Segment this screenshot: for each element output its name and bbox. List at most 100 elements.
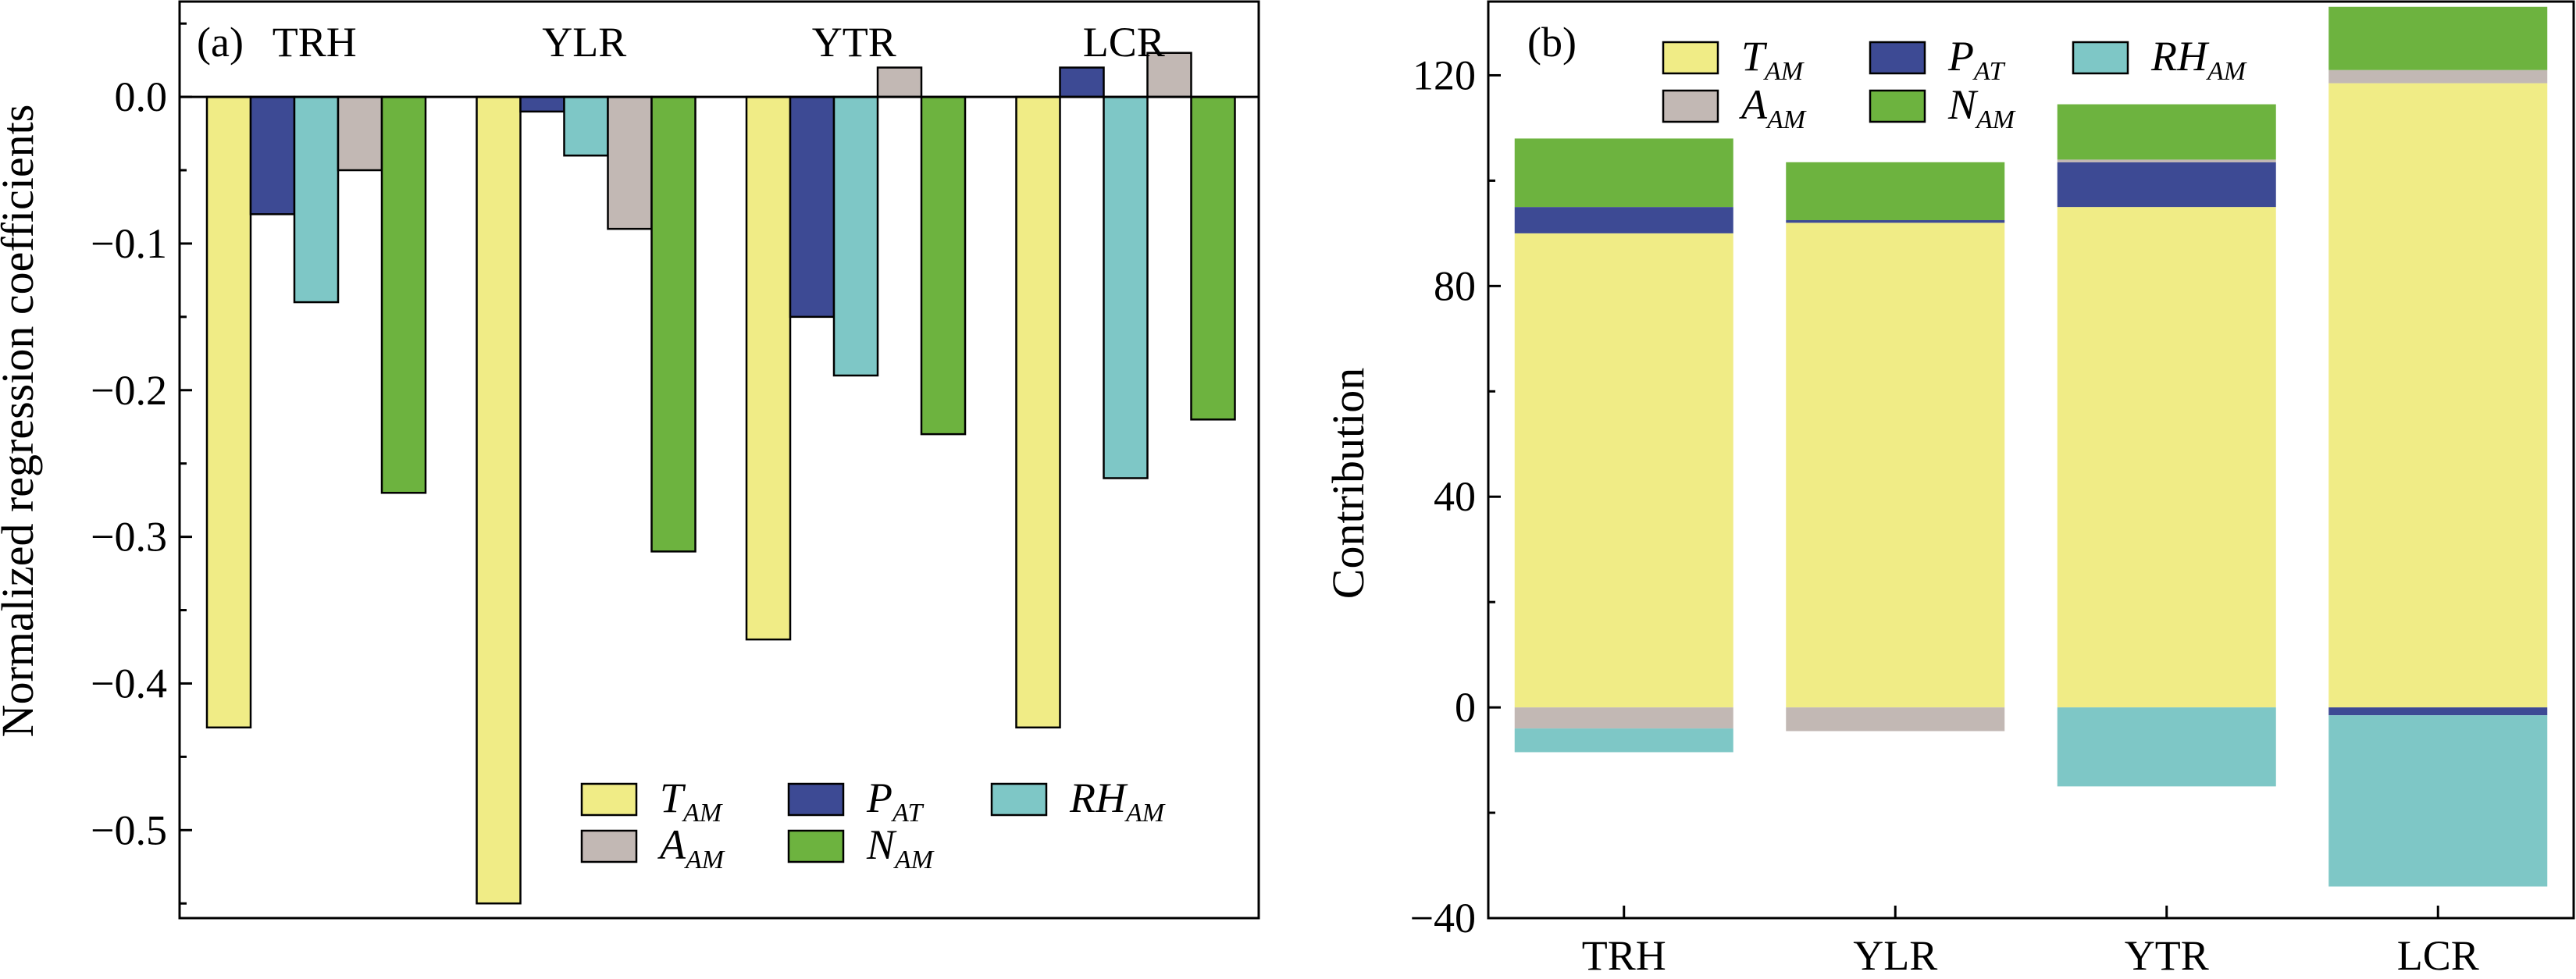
stack-RH_AM-TRH (1514, 728, 1733, 753)
stack-N_AM-YLR (1786, 162, 2005, 221)
panel-label-a: (a) (197, 19, 244, 66)
stack-P_AT-YTR (2057, 162, 2276, 208)
bar-P_AT-YLR (519, 95, 565, 113)
legend-label-b-N_AM-sub: AM (1975, 105, 2016, 134)
legend-label-b-P_AT-sub: AT (1972, 57, 2006, 86)
legend-swatch-a-A_AM (580, 829, 638, 863)
panel-label-b: (b) (1527, 19, 1577, 66)
stack-P_AT-TRH (1514, 207, 1733, 233)
bar-A_AM-LCR (1146, 52, 1192, 98)
bar-T_AM-TRH (205, 95, 252, 729)
bar-A_AM-YLR (607, 95, 653, 230)
bar-N_AM-LCR (1190, 95, 1236, 421)
legend-label-b-T_AM-sub: AM (1763, 57, 1805, 86)
bar-P_AT-TRH (249, 95, 296, 215)
stack-P_AT-YLR (1786, 220, 2005, 223)
legend-label-b-N_AM: NAM (1947, 81, 2016, 134)
stack-P_AT-LCR (2328, 707, 2548, 716)
bar-T_AM-YTR (745, 95, 792, 641)
legend-swatch-a-T_AM (580, 782, 638, 817)
x-tick-label-b: YLR (1853, 932, 1937, 975)
legend-label-b-T_AM: TAM (1741, 33, 1805, 86)
y-tick-label-a: −0.2 (91, 367, 167, 414)
legend-label-a-RH_AM: RHAM (1069, 774, 1166, 828)
legend-label-b-N_AM-main: N (1947, 81, 1979, 128)
legend-label-b-RH_AM: RHAM (2150, 33, 2247, 86)
legend-label-b-RH_AM-main: RH (2150, 33, 2210, 80)
category-label-a: TRH (273, 19, 357, 66)
legend-swatch-a-RH_AM (990, 782, 1048, 817)
legend-label-b-T_AM-main: T (1741, 33, 1768, 80)
legend-label-b-RH_AM-sub: AM (2206, 57, 2247, 86)
x-tick-label-b: TRH (1582, 932, 1666, 975)
stack-RH_AM-LCR (2328, 715, 2548, 887)
y-tick-label-a: −0.5 (91, 806, 167, 853)
bar-N_AM-YLR (650, 95, 697, 553)
stack-A_AM-TRH (1514, 707, 1733, 729)
y-tick-label-a: −0.1 (91, 220, 167, 267)
stack-T_AM-YLR (1786, 222, 2005, 708)
y-tick-label-a: −0.3 (91, 514, 167, 561)
legend-label-a-P_AT: PAT (866, 774, 925, 828)
legend-swatch-b-T_AM (1662, 41, 1719, 75)
stack-RH_AM-YTR (2057, 707, 2276, 787)
bar-RH_AM-YTR (832, 95, 879, 377)
bar-A_AM-YTR (876, 66, 923, 98)
stack-T_AM-LCR (2328, 83, 2548, 708)
y-tick-label-b: 40 (1434, 473, 1476, 520)
y-tick-label-a: −0.4 (91, 660, 167, 707)
y-tick-label-b: 120 (1413, 52, 1476, 98)
legend-label-a-T_AM-sub: AM (682, 799, 723, 828)
legend-label-a-RH_AM-sub: AM (1124, 799, 1166, 828)
legend-label-a-A_AM: AAM (657, 821, 725, 874)
legend-label-b-A_AM: AAM (1739, 81, 1807, 134)
legend-swatch-b-RH_AM (2072, 41, 2129, 75)
stack-N_AM-YTR (2057, 104, 2276, 160)
legend-label-a-N_AM: NAM (866, 821, 935, 874)
stack-A_AM-LCR (2328, 69, 2548, 84)
legend-label-a-P_AT-main: P (866, 774, 893, 821)
legend-label-a-N_AM-main: N (866, 821, 897, 868)
bar-N_AM-TRH (380, 95, 427, 494)
stack-N_AM-LCR (2328, 6, 2548, 70)
legend-label-a-N_AM-sub: AM (893, 846, 935, 874)
stack-A_AM-YTR (2057, 159, 2276, 162)
legend-label-b-A_AM-main: A (1739, 81, 1768, 128)
y-axis-title-b: Contribution (1323, 368, 1374, 599)
y-tick-label-a: 0.0 (115, 73, 168, 120)
y-axis-title-a: Normalized regression coefficients (0, 105, 43, 738)
legend-label-a-A_AM-main: A (657, 821, 686, 868)
bar-P_AT-YTR (789, 95, 836, 319)
bar-RH_AM-YLR (563, 95, 609, 157)
legend-label-b-P_AT: PAT (1947, 33, 2006, 86)
y-tick-label-b: −40 (1410, 895, 1476, 942)
bar-RH_AM-TRH (293, 95, 340, 304)
stack-T_AM-YTR (2057, 207, 2276, 708)
legend-label-a-T_AM-main: T (660, 774, 686, 821)
bar-T_AM-LCR (1015, 95, 1061, 729)
stack-A_AM-YLR (1786, 707, 2005, 732)
category-label-a: LCR (1083, 19, 1165, 66)
y-tick-label-b: 80 (1434, 262, 1476, 309)
stack-T_AM-TRH (1514, 233, 1733, 708)
legend-swatch-a-P_AT (787, 782, 845, 817)
y-tick-label-b: 0 (1455, 684, 1476, 731)
x-tick-label-b: LCR (2397, 932, 2479, 975)
legend-swatch-b-N_AM (1869, 89, 1926, 123)
bar-A_AM-TRH (337, 95, 383, 172)
legend-label-a-RH_AM-main: RH (1069, 774, 1128, 821)
category-label-a: YLR (542, 19, 626, 66)
legend-label-b-A_AM-sub: AM (1765, 105, 1807, 134)
legend-label-a-T_AM: TAM (660, 774, 723, 828)
legend-swatch-b-P_AT (1869, 41, 1926, 75)
bar-T_AM-YLR (476, 95, 522, 905)
legend-swatch-b-A_AM (1662, 89, 1719, 123)
legend-label-a-A_AM-sub: AM (684, 846, 725, 874)
bar-N_AM-YTR (920, 95, 967, 436)
legend-label-a-P_AT-sub: AT (891, 799, 925, 828)
x-tick-label-b: YTR (2125, 932, 2209, 975)
